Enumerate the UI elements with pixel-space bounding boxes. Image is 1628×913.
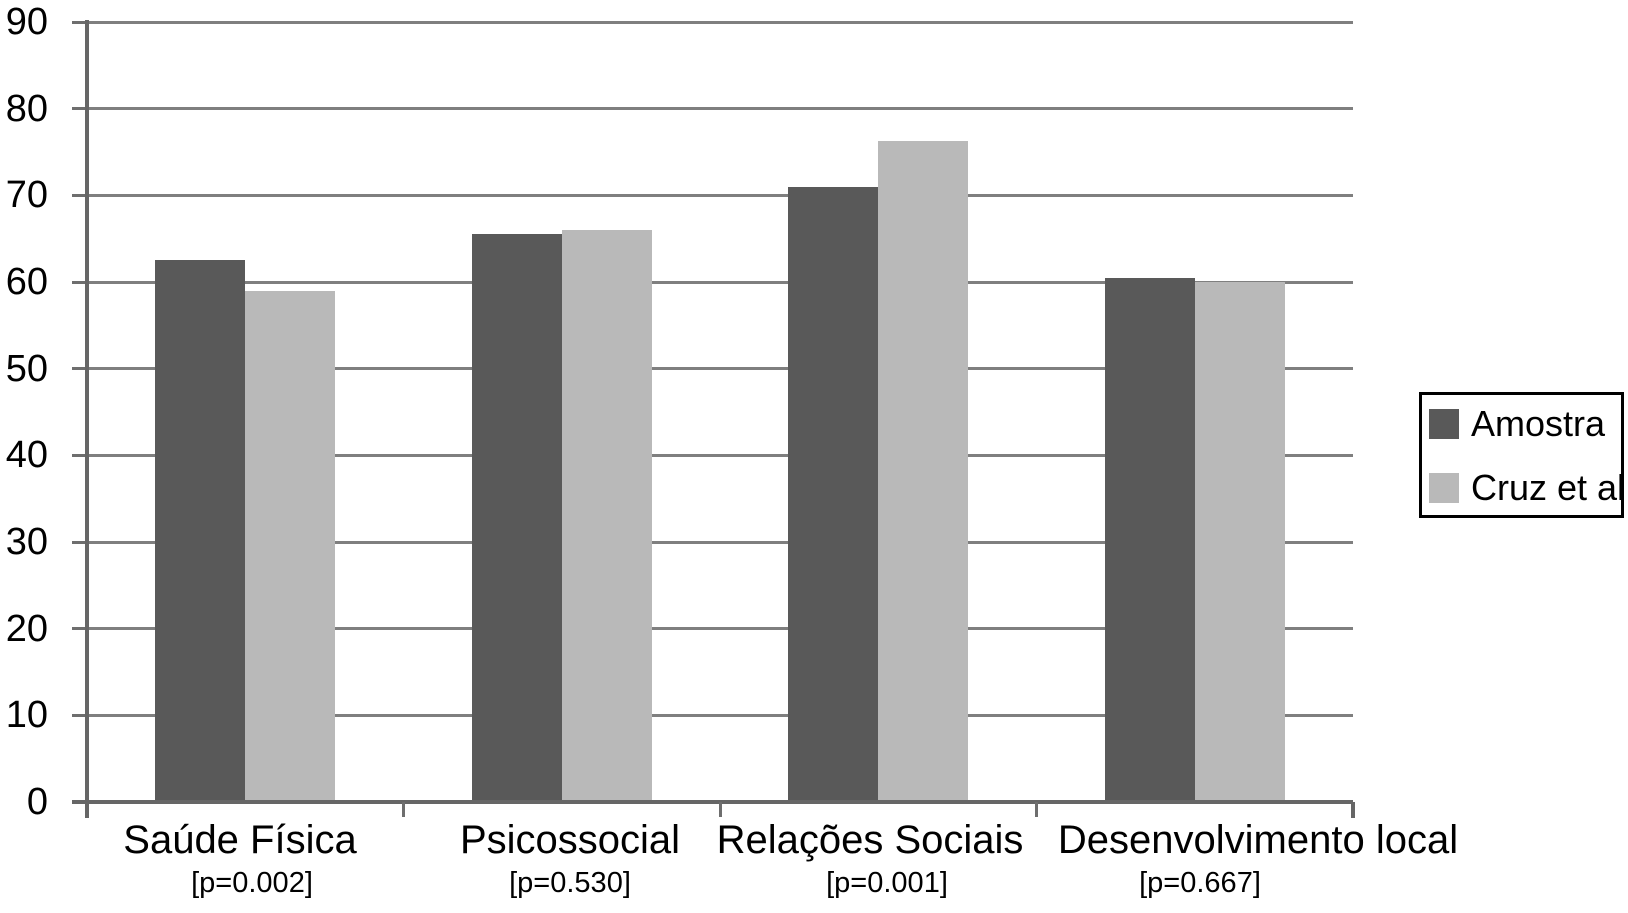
y-axis-label-10: 10: [5, 694, 48, 737]
bar-amostra-sa-de-f-sica: [155, 260, 246, 802]
y-axis-label-30: 30: [5, 521, 48, 563]
gridline-20: [87, 627, 1353, 631]
y-axis-label-80: 80: [5, 87, 48, 130]
y-axis-tick-30: [72, 540, 87, 544]
legend-label-amostra: Amostra: [1471, 403, 1606, 444]
bar-cruz-et-al-psicossocial: [561, 230, 652, 802]
gridline-50: [87, 367, 1353, 371]
p-value-label-desenvolvimento-local: [p=0.667]: [1139, 867, 1261, 899]
bar-cruz-et-al-desenvolvimento-local: [1194, 282, 1285, 802]
category-label-sa-de-f-sica: Saúde Física: [123, 818, 357, 862]
gridline-30: [87, 540, 1353, 544]
x-axis-tick-1: [402, 802, 405, 817]
y-axis-label-50: 50: [5, 347, 48, 390]
gridline-90: [87, 20, 1353, 24]
legend-item-cruz-et-al: Cruz et al: [1429, 469, 1625, 507]
y-axis-label-60: 60: [5, 261, 48, 303]
x-axis-end-tick: [1351, 802, 1355, 818]
y-axis-tick-10: [72, 713, 87, 717]
bar-amostra-desenvolvimento-local: [1104, 277, 1195, 802]
y-axis-tick-60: [72, 280, 87, 284]
y-axis-label-20: 20: [5, 607, 48, 650]
y-axis-label-0: 0: [26, 781, 48, 823]
legend: Amostra Cruz et al: [1419, 392, 1625, 518]
bar-cruz-et-al-rela-es-sociais: [878, 140, 969, 802]
category-label-rela-es-sociais: Relações Sociais: [716, 818, 1024, 862]
legend-swatch-amostra: [1429, 409, 1459, 439]
category-label-psicossocial: Psicossocial: [459, 818, 681, 862]
category-label-desenvolvimento-local: Desenvolvimento local: [1057, 818, 1459, 862]
x-axis-line: [72, 800, 1353, 804]
y-axis-label-70: 70: [5, 174, 48, 217]
y-axis-line: [85, 20, 89, 818]
y-axis-label-40: 40: [5, 434, 48, 477]
legend-label-cruz-et-al: Cruz et al: [1471, 467, 1626, 508]
y-axis-tick-40: [72, 453, 87, 457]
y-axis-tick-70: [72, 193, 87, 197]
legend-swatch-cruz-et-al: [1429, 473, 1459, 503]
gridline-60: [87, 280, 1353, 284]
p-value-label-rela-es-sociais: [p=0.001]: [826, 867, 948, 899]
legend-item-amostra: Amostra: [1429, 405, 1621, 443]
gridline-70: [87, 193, 1353, 197]
gridline-40: [87, 453, 1353, 457]
bar-amostra-rela-es-sociais: [788, 186, 879, 802]
gridline-80: [87, 107, 1353, 111]
x-axis-tick-3: [1035, 802, 1038, 817]
y-axis-tick-80: [72, 107, 87, 111]
gridline-10: [87, 713, 1353, 717]
bar-amostra-psicossocial: [471, 234, 562, 802]
y-axis-tick-20: [72, 627, 87, 631]
y-axis-tick-90: [72, 20, 87, 24]
p-value-label-sa-de-f-sica: [p=0.002]: [191, 867, 313, 899]
bar-cruz-et-al-sa-de-f-sica: [245, 290, 336, 802]
y-axis-tick-50: [72, 367, 87, 371]
y-axis-label-90: 90: [5, 1, 48, 43]
x-axis-tick-2: [718, 802, 722, 817]
p-value-label-psicossocial: [p=0.530]: [509, 867, 631, 899]
